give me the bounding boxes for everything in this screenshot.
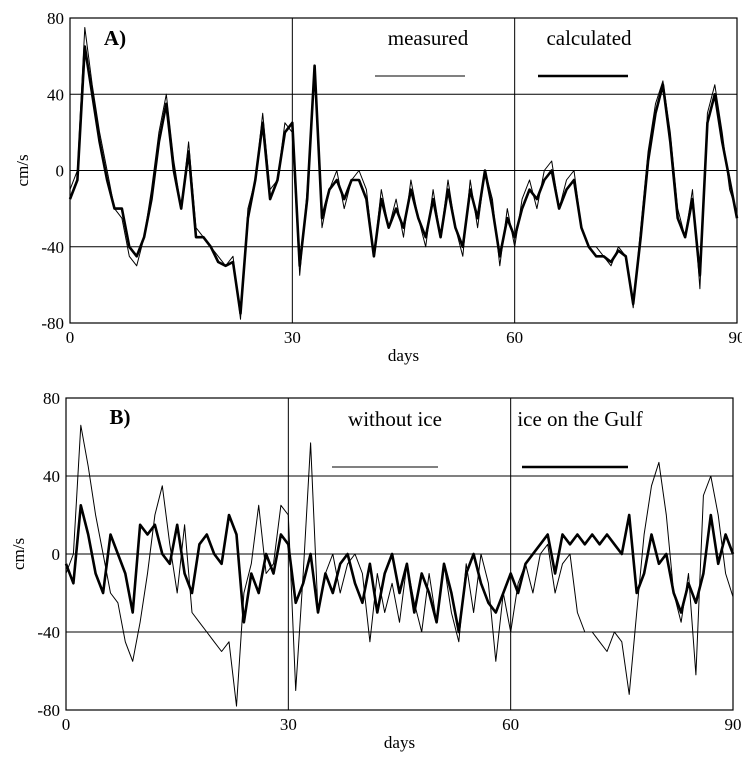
- legend-label: without ice: [348, 407, 442, 431]
- x-tick-label: 30: [280, 715, 297, 734]
- y-tick-label: 0: [52, 545, 61, 564]
- legend-label: ice on the Gulf: [517, 407, 642, 431]
- y-axis-label: cm/s: [13, 154, 32, 186]
- legend-label: measured: [388, 26, 469, 50]
- x-tick-label: 0: [62, 715, 71, 734]
- y-tick-label: 80: [47, 9, 64, 28]
- x-tick-label: 90: [729, 328, 742, 347]
- x-axis-label: days: [388, 346, 419, 365]
- y-tick-label: 80: [43, 389, 60, 408]
- x-tick-label: 60: [502, 715, 519, 734]
- data-line: [66, 505, 733, 632]
- panel-label: B): [110, 405, 131, 429]
- x-axis-label: days: [384, 733, 415, 752]
- x-tick-label: 90: [725, 715, 742, 734]
- panel-label: A): [104, 26, 126, 50]
- x-tick-label: 60: [506, 328, 523, 347]
- y-tick-label: -80: [41, 314, 64, 333]
- x-tick-label: 30: [284, 328, 301, 347]
- x-tick-label: 0: [66, 328, 75, 347]
- y-tick-label: 0: [56, 162, 65, 181]
- y-tick-label: -80: [37, 701, 60, 720]
- y-tick-label: -40: [37, 623, 60, 642]
- y-tick-label: -40: [41, 238, 64, 257]
- y-axis-label: cm/s: [9, 538, 28, 570]
- y-tick-label: 40: [43, 467, 60, 486]
- y-tick-label: 40: [47, 85, 64, 104]
- legend-label: calculated: [546, 26, 632, 50]
- data-line: [70, 47, 737, 314]
